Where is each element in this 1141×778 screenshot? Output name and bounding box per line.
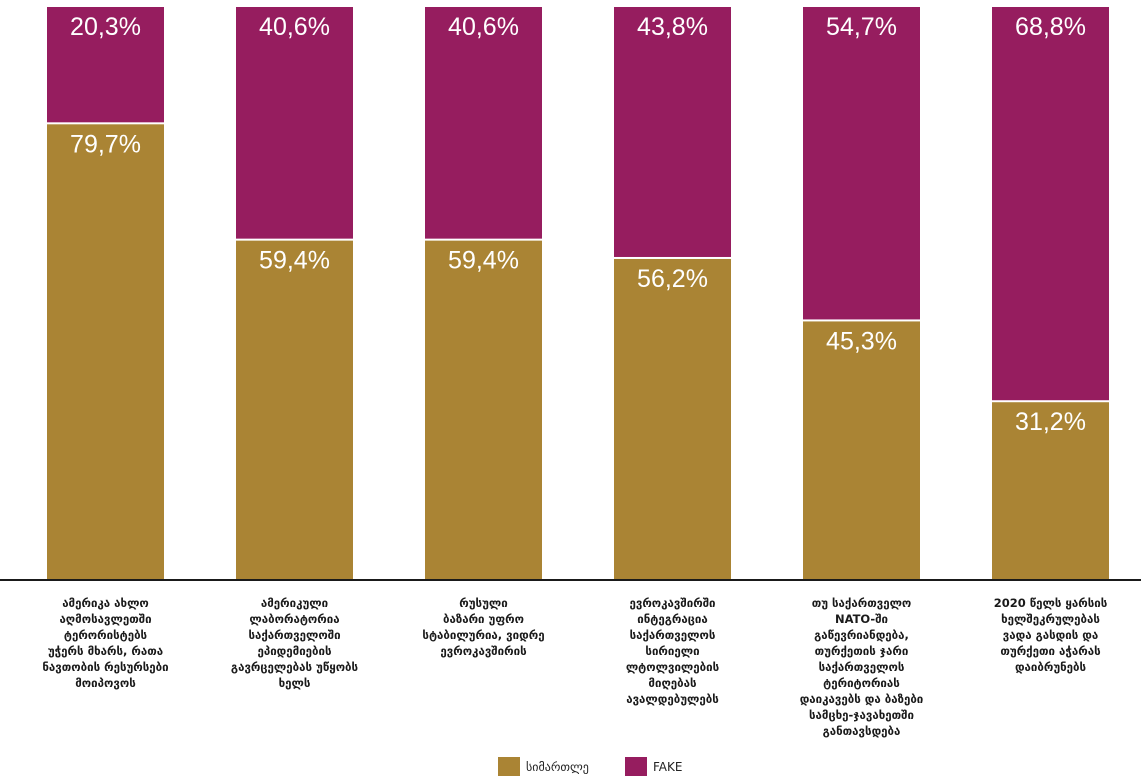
bar-true-3 bbox=[425, 241, 542, 580]
bar-true-5 bbox=[803, 321, 920, 580]
category-label-5-line-6: ტერიტორიას bbox=[823, 676, 900, 690]
category-label-6-line-2: ხელშეკრულებას bbox=[1001, 612, 1100, 626]
category-label-3-line-1: რუსული bbox=[459, 596, 507, 610]
category-label-5-line-5: საქართველოს bbox=[819, 660, 905, 674]
data-label-true-5: 45,3% bbox=[826, 327, 897, 355]
data-label-true-2: 59,4% bbox=[259, 247, 330, 275]
category-label-1-line-5: ნავთობის რესურსები bbox=[42, 660, 168, 674]
category-label-1-line-6: მოიპოვოს bbox=[75, 676, 136, 690]
legend: სიმართლე FAKE bbox=[498, 757, 682, 776]
data-label-true-6: 31,2% bbox=[1015, 408, 1086, 436]
bar-fake-5 bbox=[803, 7, 920, 319]
category-label-5-line-1: თუ საქართველო bbox=[812, 596, 912, 610]
category-label-5-line-7: დაიკავებს და ბაზები bbox=[800, 692, 924, 706]
bar-fake-6 bbox=[992, 7, 1109, 400]
category-label-4-line-6: მიღებას bbox=[648, 676, 696, 690]
data-label-fake-4: 43,8% bbox=[637, 13, 708, 41]
category-label-1-line-3: ტერორისტებს bbox=[64, 628, 147, 642]
category-label-5-line-8: სამცხე-ჯავახეთში bbox=[809, 708, 914, 722]
data-label-true-1: 79,7% bbox=[70, 130, 141, 158]
category-label-3-line-2: ბაზარი უფრო bbox=[443, 612, 524, 626]
category-label-6-line-3: ვადა გასდის და bbox=[1003, 628, 1098, 642]
category-label-3-line-3: სტაბილურია, ვიდრე bbox=[422, 628, 544, 642]
data-label-fake-3: 40,6% bbox=[448, 13, 519, 41]
category-label-4-line-3: საქართველოს bbox=[630, 628, 716, 642]
legend-swatch-fake bbox=[625, 757, 647, 776]
category-label-5-line-3: გაწევრიანდება, bbox=[814, 628, 909, 642]
category-label-4-line-5: ლტოლვილების bbox=[626, 660, 719, 674]
category-label-6-line-1: 2020 წელს ყარსის bbox=[994, 596, 1108, 610]
category-label-2-line-6: ხელს bbox=[279, 676, 311, 690]
category-label-1-line-1: ამერიკა ახლო bbox=[62, 596, 149, 610]
data-label-true-4: 56,2% bbox=[637, 265, 708, 293]
bar-fake-4 bbox=[614, 7, 731, 257]
category-label-5-line-2: NATO-ში bbox=[835, 612, 888, 626]
data-label-fake-1: 20,3% bbox=[70, 13, 141, 41]
category-label-3-line-4: ევროკავშირის bbox=[440, 644, 526, 658]
legend-label-true: სიმართლე bbox=[526, 760, 589, 774]
category-label-5-line-9: განთავსდება bbox=[823, 724, 901, 738]
legend-label-fake: FAKE bbox=[653, 760, 682, 774]
data-label-true-3: 59,4% bbox=[448, 247, 519, 275]
bar-fake-3 bbox=[425, 7, 542, 239]
category-label-1-line-4: უჭერს მხარს, რათა bbox=[48, 644, 163, 658]
category-label-2-line-5: გავრცელებას უწყობს bbox=[231, 660, 358, 674]
category-label-5-line-4: თურქეთის ჯარი bbox=[815, 644, 909, 658]
bars-group: 79,7% 20,3% 59,4% 40,6% 59,4% 40,6% 56,2% 43,8%… bbox=[47, 7, 1109, 580]
category-label-1-line-2: აღმოსავლეთში bbox=[59, 612, 151, 626]
legend-swatch-true bbox=[498, 757, 520, 776]
bar-true-1 bbox=[47, 124, 164, 580]
category-label-2-line-2: ლაბორატორია bbox=[249, 612, 339, 626]
bar-fake-2 bbox=[236, 7, 353, 239]
data-label-fake-5: 54,7% bbox=[826, 13, 897, 41]
data-label-fake-2: 40,6% bbox=[259, 13, 330, 41]
bar-true-2 bbox=[236, 241, 353, 580]
category-labels-group: ამერიკა ახლო აღმოსავლეთში ტერორისტებს უჭერს… bbox=[42, 596, 1107, 738]
data-label-fake-6: 68,8% bbox=[1015, 13, 1086, 41]
bar-true-4 bbox=[614, 259, 731, 580]
category-label-4-line-2: ინტეგრაცია bbox=[637, 612, 707, 626]
category-label-4-line-4: სირიელი bbox=[645, 644, 699, 658]
category-label-6-line-4: თურქეთი აჭარას bbox=[1000, 644, 1100, 658]
category-label-2-line-1: ამერიკული bbox=[261, 596, 328, 610]
category-label-2-line-4: ეპიდემიების bbox=[257, 644, 331, 658]
category-label-2-line-3: საქართველოში bbox=[248, 628, 340, 642]
category-label-4-line-7: ავალდებულებს bbox=[626, 692, 719, 706]
category-label-6-line-5: დაიბრუნებს bbox=[1015, 660, 1086, 674]
category-label-4-line-1: ევროკავშირში bbox=[629, 596, 715, 610]
